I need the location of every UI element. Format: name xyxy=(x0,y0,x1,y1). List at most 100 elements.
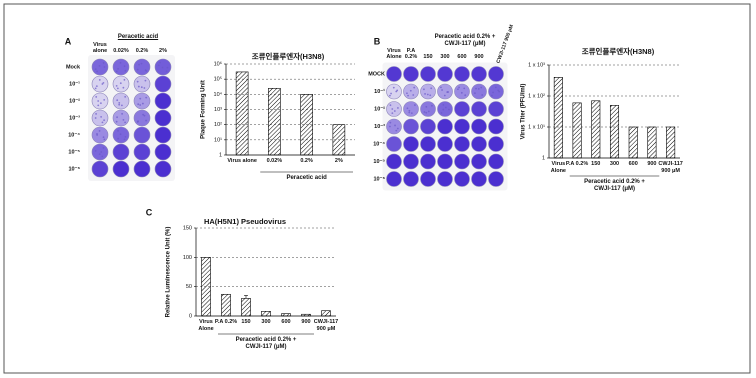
y-tick-label: 1 xyxy=(219,152,222,158)
plate-row-label: 10⁻⁵ xyxy=(373,159,385,165)
plate-row-label: 10⁻⁵ xyxy=(68,149,80,155)
plate-row-label: 10⁻³ xyxy=(69,114,80,121)
plaque-speck xyxy=(425,111,428,114)
bar xyxy=(221,293,231,317)
plaque-speck xyxy=(97,100,100,102)
plate-well xyxy=(403,136,419,152)
x-tick-label: P.A 0.2% xyxy=(214,319,238,325)
plaque-speck xyxy=(429,94,432,97)
y-tick-label: 10³ xyxy=(214,107,222,113)
plate-row-label: 10⁻⁶ xyxy=(68,166,80,172)
plate-well xyxy=(437,136,453,152)
plaque-speck xyxy=(117,67,119,70)
plaque-speck xyxy=(397,107,399,109)
plaque-speck xyxy=(123,65,126,68)
y-tick-label: 0 xyxy=(189,313,192,319)
plaque-speck xyxy=(441,89,443,91)
plaque-speck xyxy=(492,91,494,94)
plaque-speck xyxy=(123,138,126,141)
plaque-speck xyxy=(103,98,106,101)
plate-well xyxy=(488,101,504,117)
plate-well xyxy=(91,143,109,161)
plaque-speck xyxy=(440,112,443,114)
plate-row-label: 10⁻² xyxy=(69,97,80,104)
x-tick-label: 600 xyxy=(281,319,291,325)
chart-title: HA(H5N1) Pseudovirus xyxy=(204,217,286,226)
plaque-speck xyxy=(427,110,430,113)
plate-well xyxy=(454,153,470,170)
chart-title: 조류인플루엔자(H3N8) xyxy=(582,46,655,56)
plaque-speck xyxy=(94,149,97,152)
plaque-speck xyxy=(96,132,98,135)
plate-column-label: 0.02% xyxy=(113,48,129,54)
plate-well xyxy=(420,118,436,135)
plate-well xyxy=(154,109,172,127)
plaque-speck xyxy=(140,62,143,65)
plate-row-label: 10⁻⁶ xyxy=(373,176,385,182)
y-tick-label: 10⁴ xyxy=(214,91,223,98)
plate-well xyxy=(386,83,402,100)
plaque-speck xyxy=(443,94,446,97)
y-tick-label: 10⁵ xyxy=(214,76,222,83)
plaque-speck xyxy=(474,92,476,95)
plaque-speck xyxy=(448,108,450,111)
frame xyxy=(3,3,751,374)
plaque-speck xyxy=(94,87,97,90)
y-tick-label: 10⁶ xyxy=(214,60,222,67)
plaque-speck xyxy=(117,137,120,140)
plaque-speck xyxy=(102,62,105,64)
plaque-speck xyxy=(124,95,127,98)
plaque-speck xyxy=(431,104,433,107)
plaque-speck xyxy=(414,104,416,106)
plate-well xyxy=(471,171,487,187)
plaque-speck xyxy=(101,155,104,158)
plaque-speck xyxy=(94,68,97,71)
plate-well xyxy=(112,109,130,127)
plate-well xyxy=(488,171,504,187)
plaque-speck xyxy=(115,70,118,73)
plate-column-label: 600 xyxy=(457,54,467,60)
plate-well xyxy=(133,109,151,127)
plate-column-label: 0.2% xyxy=(135,48,149,54)
y-tick-label: 50 xyxy=(186,284,192,290)
y-tick-label: 150 xyxy=(183,225,192,231)
bar xyxy=(300,94,313,156)
plaque-speck xyxy=(119,82,122,85)
plaque-speck xyxy=(144,79,147,82)
plaque-speck xyxy=(95,113,97,115)
group-label: Peracetic acid xyxy=(286,175,327,181)
plate-column-label: 900 xyxy=(474,54,484,60)
panel-label: B xyxy=(374,36,381,46)
plate-well xyxy=(454,171,470,187)
plate-column-label: Virus alone xyxy=(92,42,108,54)
plaque-speck xyxy=(463,87,466,90)
plaque-speck xyxy=(118,101,121,104)
plaque-speck xyxy=(161,66,164,69)
x-tick-label: 150 xyxy=(591,161,601,167)
y-tick-label: 1 xyxy=(542,155,545,161)
plaque-speck xyxy=(119,61,122,64)
plate-well xyxy=(91,92,109,110)
plate-row-label: 10⁻¹ xyxy=(69,80,80,87)
plaque-speck xyxy=(494,86,497,89)
bar xyxy=(201,257,211,317)
plaque-speck xyxy=(103,66,106,68)
plate-well xyxy=(386,136,402,152)
bar xyxy=(572,102,582,159)
plaque-speck xyxy=(120,104,123,107)
x-tick-label: 150 xyxy=(241,319,251,325)
plate-well xyxy=(471,136,487,152)
plaque-speck xyxy=(408,111,411,114)
bar xyxy=(628,126,638,159)
plate-well xyxy=(437,118,453,135)
plaque-speck xyxy=(122,118,125,121)
plaque-speck xyxy=(137,120,139,123)
plaque-speck xyxy=(159,61,161,64)
plaque-speck xyxy=(116,116,118,119)
bar xyxy=(241,298,251,317)
plate-well xyxy=(386,118,402,135)
plate-well xyxy=(437,153,453,170)
chart-title: 조류인플루엔자(H3N8) xyxy=(252,51,325,61)
plate-well xyxy=(420,153,436,170)
